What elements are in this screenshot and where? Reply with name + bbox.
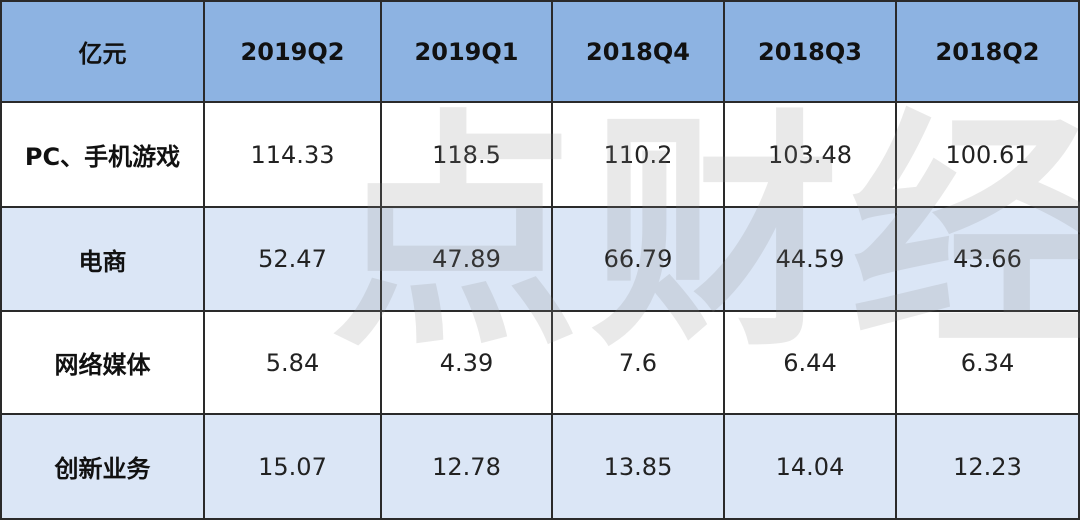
table-cell: 47.89 bbox=[382, 208, 553, 312]
table-cell: 14.04 bbox=[725, 415, 897, 520]
row-label: PC、手机游戏 bbox=[0, 103, 205, 208]
table-cell: 44.59 bbox=[725, 208, 897, 312]
table-cell: 4.39 bbox=[382, 312, 553, 415]
table-cell: 12.78 bbox=[382, 415, 553, 520]
header-cell: 2018Q2 bbox=[897, 0, 1080, 103]
row-label: 创新业务 bbox=[0, 415, 205, 520]
table-cell: 103.48 bbox=[725, 103, 897, 208]
table-cell: 6.44 bbox=[725, 312, 897, 415]
table-cell: 6.34 bbox=[897, 312, 1080, 415]
header-cell: 2019Q1 bbox=[382, 0, 553, 103]
header-cell: 2019Q2 bbox=[205, 0, 382, 103]
table-cell: 114.33 bbox=[205, 103, 382, 208]
header-cell: 2018Q3 bbox=[725, 0, 897, 103]
header-cell: 亿元 bbox=[0, 0, 205, 103]
table-cell: 13.85 bbox=[553, 415, 725, 520]
header-cell: 2018Q4 bbox=[553, 0, 725, 103]
row-label: 电商 bbox=[0, 208, 205, 312]
table-cell: 7.6 bbox=[553, 312, 725, 415]
table-cell: 110.2 bbox=[553, 103, 725, 208]
table-cell: 52.47 bbox=[205, 208, 382, 312]
table-cell: 12.23 bbox=[897, 415, 1080, 520]
table-cell: 15.07 bbox=[205, 415, 382, 520]
table-cell: 66.79 bbox=[553, 208, 725, 312]
row-label: 网络媒体 bbox=[0, 312, 205, 415]
table-cell: 118.5 bbox=[382, 103, 553, 208]
table-cell: 43.66 bbox=[897, 208, 1080, 312]
table-cell: 100.61 bbox=[897, 103, 1080, 208]
table-cell: 5.84 bbox=[205, 312, 382, 415]
